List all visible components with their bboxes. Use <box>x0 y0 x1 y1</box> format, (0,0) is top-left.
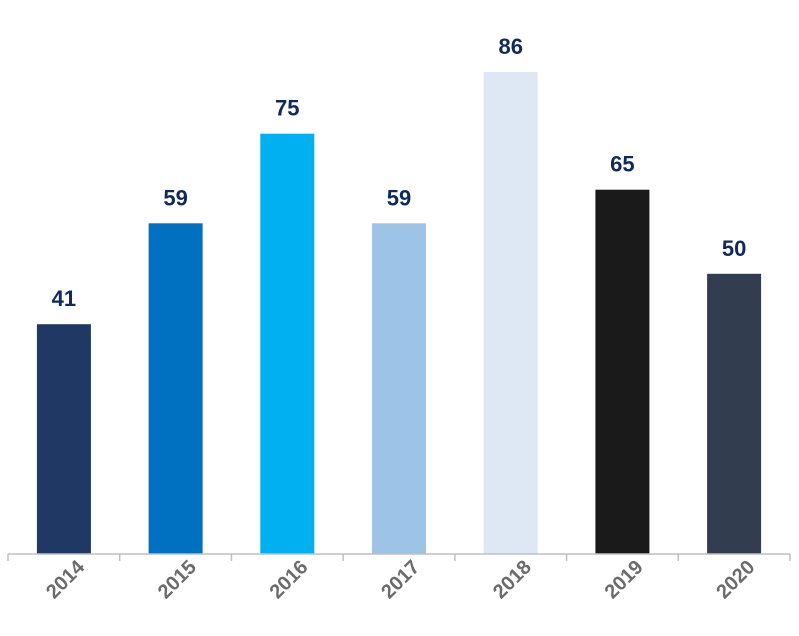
value-label-2016: 75 <box>275 96 299 121</box>
tick-label-2016: 2016 <box>266 556 313 603</box>
bars-group <box>36 72 762 555</box>
value-label-2017: 59 <box>387 185 411 210</box>
tick-label-2019: 2019 <box>601 556 648 603</box>
tick-label-2014: 2014 <box>42 556 90 604</box>
bar-2020 <box>707 273 762 554</box>
tick-label-2015: 2015 <box>154 556 201 603</box>
bar-2016 <box>260 133 315 554</box>
tick-label-2020: 2020 <box>712 556 759 603</box>
bar-2015 <box>148 223 203 555</box>
bar-2018 <box>483 72 538 554</box>
value-label-2019: 65 <box>610 152 634 177</box>
bar-2014 <box>36 324 91 554</box>
value-label-2018: 86 <box>498 34 522 59</box>
bar-2019 <box>595 189 650 554</box>
bar-2017 <box>372 223 426 555</box>
value-labels-group: 41 59 75 59 86 65 50 <box>52 34 747 311</box>
x-axis-ticks-group <box>7 554 791 561</box>
tick-label-2018: 2018 <box>489 556 536 603</box>
value-label-2015: 59 <box>163 185 187 210</box>
value-label-2020: 50 <box>722 236 746 261</box>
tick-label-2017: 2017 <box>377 556 424 603</box>
value-label-2014: 41 <box>52 286 76 311</box>
x-axis-tick-labels-group: 2014 2015 2016 2017 2018 2019 2020 <box>42 556 759 604</box>
